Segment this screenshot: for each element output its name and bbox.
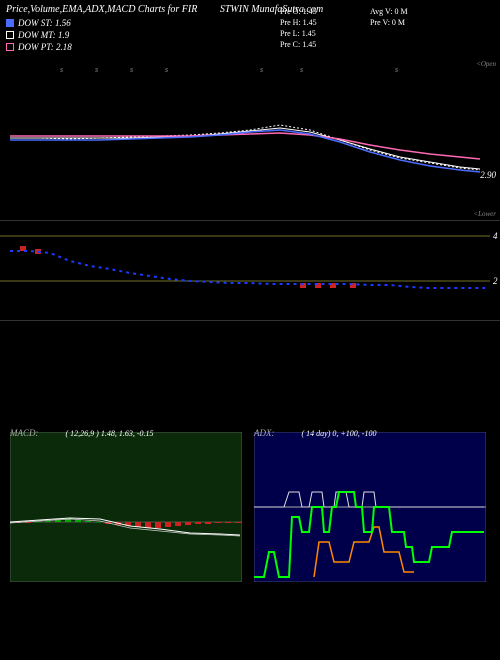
price-chart: s s s s s s s <Open 2.90 <Lower [0, 60, 500, 220]
svg-text:s: s [95, 65, 98, 74]
legend-item-mt: DOW MT: 1.9 [6, 30, 72, 40]
legend-item-pt: DOW PT: 2.18 [6, 42, 72, 52]
macd-params: ( 12,26,9 ) 1.48, 1.63, -0.15 [66, 429, 154, 438]
ohlc-block: Pre O: 1.45 Pre H: 1.45 Pre L: 1.45 Pre … [280, 6, 317, 50]
adx-params: ( 14 day) 0, +100, -100 [302, 429, 377, 438]
legend: DOW ST: 1.56 DOW MT: 1.9 DOW PT: 2.18 [6, 18, 72, 54]
volume-stats: Avg V: 0 M Pre V: 0 M [370, 6, 408, 28]
volume-chart: 42 [0, 220, 500, 320]
last-price-label: 2.90 [480, 170, 496, 180]
square-icon [6, 43, 14, 51]
svg-text:s: s [395, 65, 398, 74]
adx-panel: ADX: ( 14 day) 0, +100, -100 [254, 420, 490, 600]
square-icon [6, 19, 14, 27]
adx-title: ADX: [254, 428, 275, 438]
square-icon [6, 31, 14, 39]
macd-panel: MACD: ( 12,26,9 ) 1.48, 1.63, -0.15 [10, 420, 246, 600]
chart-header: Price,Volume,EMA,ADX,MACD Charts for FIR… [0, 0, 500, 60]
page-title: Price,Volume,EMA,ADX,MACD Charts for FIR… [6, 4, 494, 15]
svg-text:s: s [165, 65, 168, 74]
spacer [0, 320, 500, 420]
svg-text:4: 4 [493, 231, 498, 241]
legend-item-st: DOW ST: 1.56 [6, 18, 72, 28]
indicator-row: MACD: ( 12,26,9 ) 1.48, 1.63, -0.15 ADX:… [0, 420, 500, 600]
svg-text:s: s [260, 65, 263, 74]
axis-label: <Open [476, 60, 496, 68]
svg-text:s: s [300, 65, 303, 74]
svg-text:2: 2 [493, 276, 498, 286]
axis-label: <Lower [473, 210, 496, 218]
svg-text:s: s [60, 65, 63, 74]
svg-text:s: s [130, 65, 133, 74]
macd-title: MACD: [10, 428, 39, 438]
